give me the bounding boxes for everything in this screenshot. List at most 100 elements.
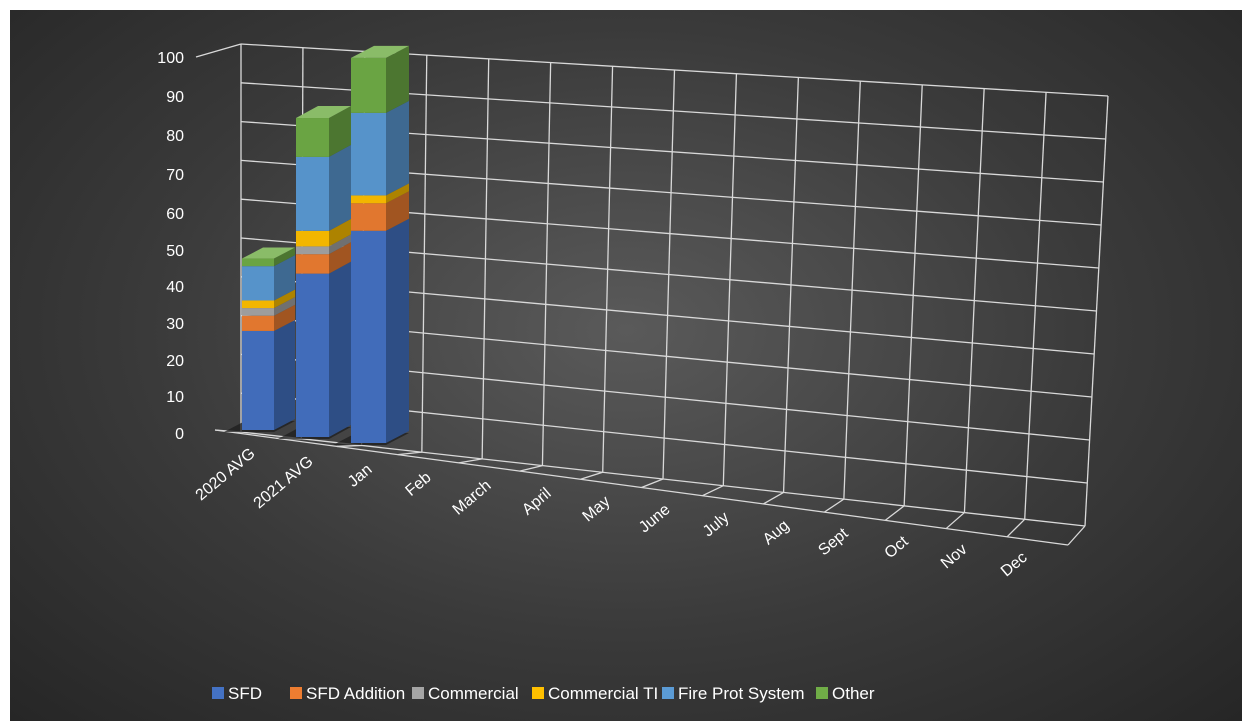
bar-side <box>274 247 295 267</box>
bar-side <box>329 242 351 274</box>
floor-line <box>1006 518 1026 538</box>
x-tick-label: June <box>636 501 674 536</box>
bar-face <box>242 258 274 267</box>
x-tick-label: Sept <box>815 525 852 560</box>
bar-side <box>329 261 351 437</box>
y-axis: 0 10 20 30 40 50 60 70 80 90 100 <box>157 50 184 443</box>
legend-label: Other <box>832 684 875 703</box>
bar-face <box>242 330 274 430</box>
floor-line <box>458 458 483 464</box>
x-tick-label: 2021 AVG <box>251 453 317 512</box>
legend-item: Commercial <box>412 684 519 703</box>
bar-segment <box>296 234 351 255</box>
bar-segment <box>242 304 295 331</box>
legend-label: SFD Addition <box>306 684 405 703</box>
bar-side <box>274 304 295 331</box>
x-tick-label: Dec <box>998 549 1031 580</box>
y-tick-label: 30 <box>166 316 184 333</box>
legend-swatch <box>412 687 424 699</box>
bar-segment <box>351 218 409 443</box>
legend-label: Fire Prot System <box>678 684 805 703</box>
legend-swatch <box>532 687 544 699</box>
bar-segment <box>242 247 295 267</box>
x-tick-label: Jan <box>345 461 376 491</box>
gridline-vertical <box>963 88 985 513</box>
chart-area: 0 10 20 30 40 50 60 70 80 90 100 2020 AVG 2021 AVG Ja… <box>10 10 1242 721</box>
gridline-vertical <box>782 77 800 493</box>
gridline-vertical <box>903 84 923 506</box>
bar-side <box>274 297 295 316</box>
floor-line <box>519 464 543 472</box>
y-tick-label: 50 <box>166 243 184 260</box>
y-tick-label: 90 <box>166 89 184 106</box>
bar-face <box>351 230 386 443</box>
bar-face <box>296 246 329 255</box>
legend-item: Other <box>816 684 875 703</box>
bar-face <box>242 315 274 331</box>
floor-line <box>884 505 905 521</box>
bar-side <box>329 106 351 157</box>
bar-face <box>296 254 329 274</box>
x-tick-label: 2020 AVG <box>193 445 259 504</box>
gridline-vertical <box>421 55 428 453</box>
bar-face <box>242 308 274 316</box>
floor-line <box>336 444 362 448</box>
x-tick-label: May <box>579 493 613 525</box>
bar-side <box>386 100 409 196</box>
legend-label: SFD <box>228 684 262 703</box>
bar-segment <box>296 242 351 274</box>
legend: SFD SFD Addition Commercial Commercial TI Fi… <box>212 684 875 703</box>
y-tick-label: 100 <box>157 50 184 67</box>
bar-top <box>351 45 409 58</box>
floor-line <box>763 491 784 505</box>
bar-face <box>296 156 329 231</box>
x-tick-label: March <box>450 477 495 519</box>
legend-swatch <box>290 687 302 699</box>
bar-side <box>386 218 409 443</box>
bar-segment <box>351 45 409 113</box>
legend-item: SFD Addition <box>290 684 405 703</box>
bar-face <box>351 112 386 196</box>
x-tick-label: April <box>519 485 554 519</box>
y-tick-label: 0 <box>175 426 184 443</box>
bar-segment <box>242 319 295 430</box>
bar-segment <box>242 297 295 316</box>
y-tick-label: 60 <box>166 206 184 223</box>
floor-line <box>580 471 603 480</box>
bar-face <box>296 230 329 247</box>
bar-top <box>242 247 295 259</box>
bar-face <box>242 300 274 309</box>
gridline-vertical <box>1024 92 1047 520</box>
bar-side <box>274 289 295 309</box>
legend-item: Fire Prot System <box>662 684 805 703</box>
y-tick-label: 20 <box>166 353 184 370</box>
bar-side <box>386 191 409 231</box>
bar-segment <box>296 261 351 437</box>
bar-segment <box>296 144 351 231</box>
legend-label: Commercial <box>428 684 519 703</box>
legend-swatch <box>212 687 224 699</box>
bar-face <box>296 273 329 437</box>
bar-segment <box>351 100 409 196</box>
floor-line <box>641 478 664 489</box>
x-tick-label: July <box>700 509 733 540</box>
bars <box>224 45 409 445</box>
gridline-vertical <box>481 58 490 459</box>
bar-segment <box>351 183 409 204</box>
floor-line <box>702 485 724 497</box>
bar-segment <box>296 218 351 247</box>
bar-side <box>329 144 351 231</box>
gridline-vertical <box>722 73 738 486</box>
gridline-vertical <box>541 62 552 466</box>
gridline-vertical <box>843 81 861 500</box>
legend-swatch <box>816 687 828 699</box>
floor-edge <box>214 429 1069 546</box>
bar-side <box>386 45 409 113</box>
y-tick-label: 10 <box>166 389 184 406</box>
bar-face <box>351 195 386 204</box>
bar-segment <box>242 255 295 301</box>
bar-segment <box>296 106 351 157</box>
gridline-vertical <box>1084 95 1109 527</box>
